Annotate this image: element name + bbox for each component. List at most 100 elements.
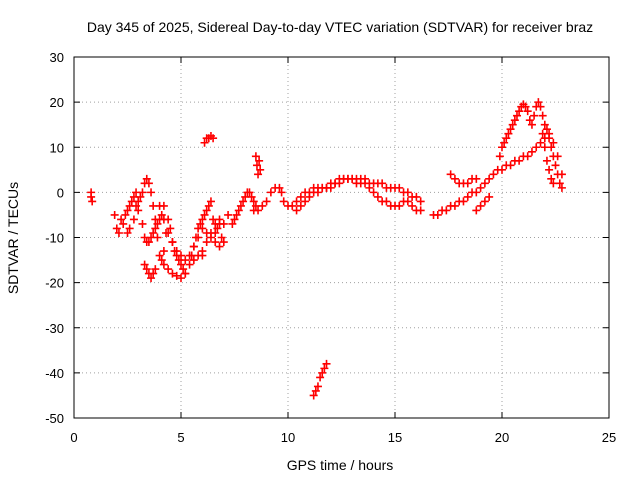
data-point	[219, 238, 228, 247]
data-point	[200, 210, 209, 219]
y-tick-label: -50	[45, 411, 64, 426]
data-point	[166, 224, 175, 233]
data-point	[296, 201, 305, 210]
data-point	[191, 233, 200, 242]
data-point	[498, 143, 506, 152]
data-point	[198, 247, 207, 256]
series-mid-arc	[277, 174, 425, 215]
data-point	[151, 265, 160, 274]
data-point	[151, 224, 160, 233]
data-point	[200, 138, 209, 147]
x-tick-labels: 0 5 10 15 20 25	[70, 430, 616, 445]
data-point	[215, 215, 224, 224]
data-point	[542, 156, 551, 165]
data-point	[252, 161, 261, 170]
data-point	[320, 364, 329, 373]
data-point	[209, 134, 218, 143]
data-point	[211, 238, 220, 247]
data-point	[322, 359, 331, 368]
data-point	[123, 206, 132, 215]
data-point	[540, 134, 549, 143]
data-point	[217, 233, 226, 242]
series-peak-20h	[495, 98, 566, 192]
data-point	[500, 138, 509, 147]
data-point	[181, 269, 190, 278]
series-late-cluster	[446, 170, 481, 188]
data-point	[134, 197, 143, 206]
data-point	[224, 210, 233, 219]
data-point	[489, 170, 498, 179]
data-point	[545, 165, 554, 174]
data-point	[301, 197, 310, 206]
x-axis-label: GPS time / hours	[287, 457, 394, 473]
data-point	[136, 192, 145, 201]
data-point	[215, 242, 224, 251]
data-point	[279, 197, 288, 206]
data-point	[234, 206, 243, 215]
data-point	[159, 260, 168, 269]
data-point	[251, 152, 260, 161]
data-point	[506, 125, 515, 134]
data-point	[318, 368, 327, 377]
data-point	[157, 256, 166, 265]
data-point	[442, 206, 451, 215]
data-point	[121, 210, 130, 219]
data-point	[403, 188, 412, 197]
data-point	[463, 179, 472, 188]
data-point	[142, 174, 151, 183]
data-point	[373, 192, 382, 201]
data-point	[138, 188, 147, 197]
data-point	[416, 206, 425, 215]
data-point	[202, 238, 211, 247]
x-tick-label: 25	[602, 430, 616, 445]
data-point	[256, 165, 265, 174]
data-point	[515, 156, 524, 165]
data-point	[538, 129, 547, 138]
data-point	[547, 174, 556, 183]
data-point	[177, 251, 185, 260]
y-tick-label: -40	[45, 366, 64, 381]
data-point	[206, 197, 215, 206]
data-point	[485, 174, 494, 183]
x-tick-label: 5	[177, 430, 184, 445]
data-point	[534, 98, 543, 107]
data-point	[502, 134, 511, 143]
data-point	[275, 183, 284, 192]
data-point	[311, 386, 320, 395]
y-tick-label: -30	[45, 321, 64, 336]
data-point	[538, 111, 547, 120]
data-point	[277, 188, 286, 197]
data-point	[557, 183, 566, 192]
data-point	[472, 206, 481, 215]
data-point	[149, 269, 158, 278]
data-point	[202, 206, 211, 215]
x-tick-label: 0	[70, 430, 77, 445]
y-tick-label: 30	[50, 50, 64, 65]
data-point	[172, 271, 181, 280]
data-point	[331, 179, 340, 188]
data-point	[164, 265, 173, 274]
x-tick-label: 20	[495, 430, 509, 445]
data-point	[114, 228, 123, 237]
data-point	[463, 192, 472, 201]
data-point	[472, 174, 481, 183]
data-point	[142, 265, 151, 274]
data-point	[196, 219, 205, 228]
data-point	[185, 260, 194, 269]
data-point	[476, 183, 485, 192]
data-point	[549, 179, 558, 188]
data-point	[369, 188, 378, 197]
data-point	[476, 201, 485, 210]
series-rise-7.5h	[228, 188, 260, 228]
data-point	[504, 129, 513, 138]
data-point	[168, 269, 177, 278]
data-point	[527, 147, 536, 156]
series-decline-22h	[538, 129, 558, 188]
data-point	[254, 206, 263, 215]
data-point	[87, 192, 96, 201]
y-tick-labels: -50 -40 -30 -20 -10 0 10 20 30	[45, 50, 64, 426]
data-point	[540, 120, 549, 129]
data-point	[450, 174, 459, 183]
data-point	[498, 165, 506, 174]
